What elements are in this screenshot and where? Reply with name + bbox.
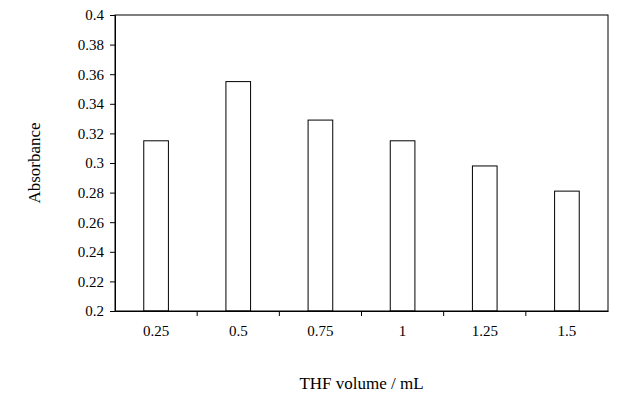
x-separator (443, 311, 444, 316)
x-axis-title: THF volume / mL (299, 374, 423, 393)
y-tick-label: 0.3 (85, 155, 104, 171)
bar (555, 191, 580, 311)
y-tick: 0.3 (85, 155, 115, 171)
x-tick: 0.5 (229, 311, 248, 339)
y-axis-line (110, 16, 116, 312)
y-tick: 0.36 (78, 67, 115, 83)
y-tick-mark (110, 74, 115, 75)
plot: 0.2 0.22 0.24 0.26 0.28 0.3 0.32 0.34 0.36 0.38 0.… (78, 7, 609, 338)
y-tick: 0.28 (78, 185, 115, 201)
y-tick: 0.34 (78, 96, 115, 112)
x-tick: 1.25 (472, 311, 498, 339)
y-tick-label: 0.22 (78, 274, 104, 290)
x-tick-label: 0.25 (143, 323, 169, 339)
x-separator (525, 311, 526, 316)
x-separator (279, 311, 280, 316)
plot-frame (115, 15, 608, 311)
y-tick: 0.2 (85, 303, 115, 319)
x-tick: 0.75 (307, 311, 333, 339)
x-tick: 1 (399, 311, 407, 339)
y-tick: 0.32 (78, 126, 115, 142)
y-tick: 0.4 (85, 7, 115, 23)
y-tick-mark (110, 252, 115, 253)
y-tick-mark (110, 281, 115, 282)
y-tick-label: 0.26 (78, 215, 105, 231)
y-tick-mark (110, 163, 115, 164)
x-tick-label: 0.75 (307, 323, 333, 339)
y-tick-label: 0.36 (78, 67, 105, 83)
y-tick-mark (110, 193, 115, 194)
x-tick: 0.25 (143, 311, 169, 339)
bar (226, 82, 251, 311)
bars (144, 82, 579, 311)
x-tick-label: 0.5 (229, 323, 248, 339)
y-tick-mark (110, 222, 115, 223)
chart: 0.2 0.22 0.24 0.26 0.28 0.3 0.32 0.34 0.36 0.38 0.… (0, 0, 623, 405)
y-tick-label: 0.4 (85, 7, 104, 23)
y-tick-mark (110, 45, 115, 46)
x-separators (197, 311, 526, 316)
y-tick-mark (110, 104, 115, 105)
x-tick-label: 1 (399, 323, 407, 339)
y-tick-mark (110, 133, 115, 134)
y-tick: 0.26 (78, 215, 115, 231)
bar (472, 166, 497, 311)
y-tick: 0.22 (78, 274, 115, 290)
y-tick-mark (110, 311, 115, 312)
y-tick-label: 0.34 (78, 96, 105, 112)
x-tick-label: 1.25 (472, 323, 498, 339)
y-axis: 0.2 0.22 0.24 0.26 0.28 0.3 0.32 0.34 0.36 0.38 0.… (78, 7, 116, 319)
x-tick-label: 1.5 (558, 323, 577, 339)
x-separator (197, 311, 198, 316)
y-axis-title: Absorbance (25, 122, 44, 203)
y-tick-label: 0.2 (85, 303, 104, 319)
y-tick-mark (110, 15, 115, 16)
y-tick-label: 0.24 (78, 244, 105, 260)
x-axis: 0.25 0.5 0.75 1 1.25 1.5 (116, 311, 609, 339)
y-tick-label: 0.38 (78, 37, 104, 53)
bar (308, 120, 333, 311)
y-tick-label: 0.32 (78, 126, 104, 142)
bar (390, 141, 415, 311)
bar (144, 141, 169, 311)
x-tick: 1.5 (558, 311, 577, 339)
y-tick: 0.38 (78, 37, 115, 53)
x-separator (361, 311, 362, 316)
y-tick: 0.24 (78, 244, 115, 260)
y-tick-label: 0.28 (78, 185, 104, 201)
